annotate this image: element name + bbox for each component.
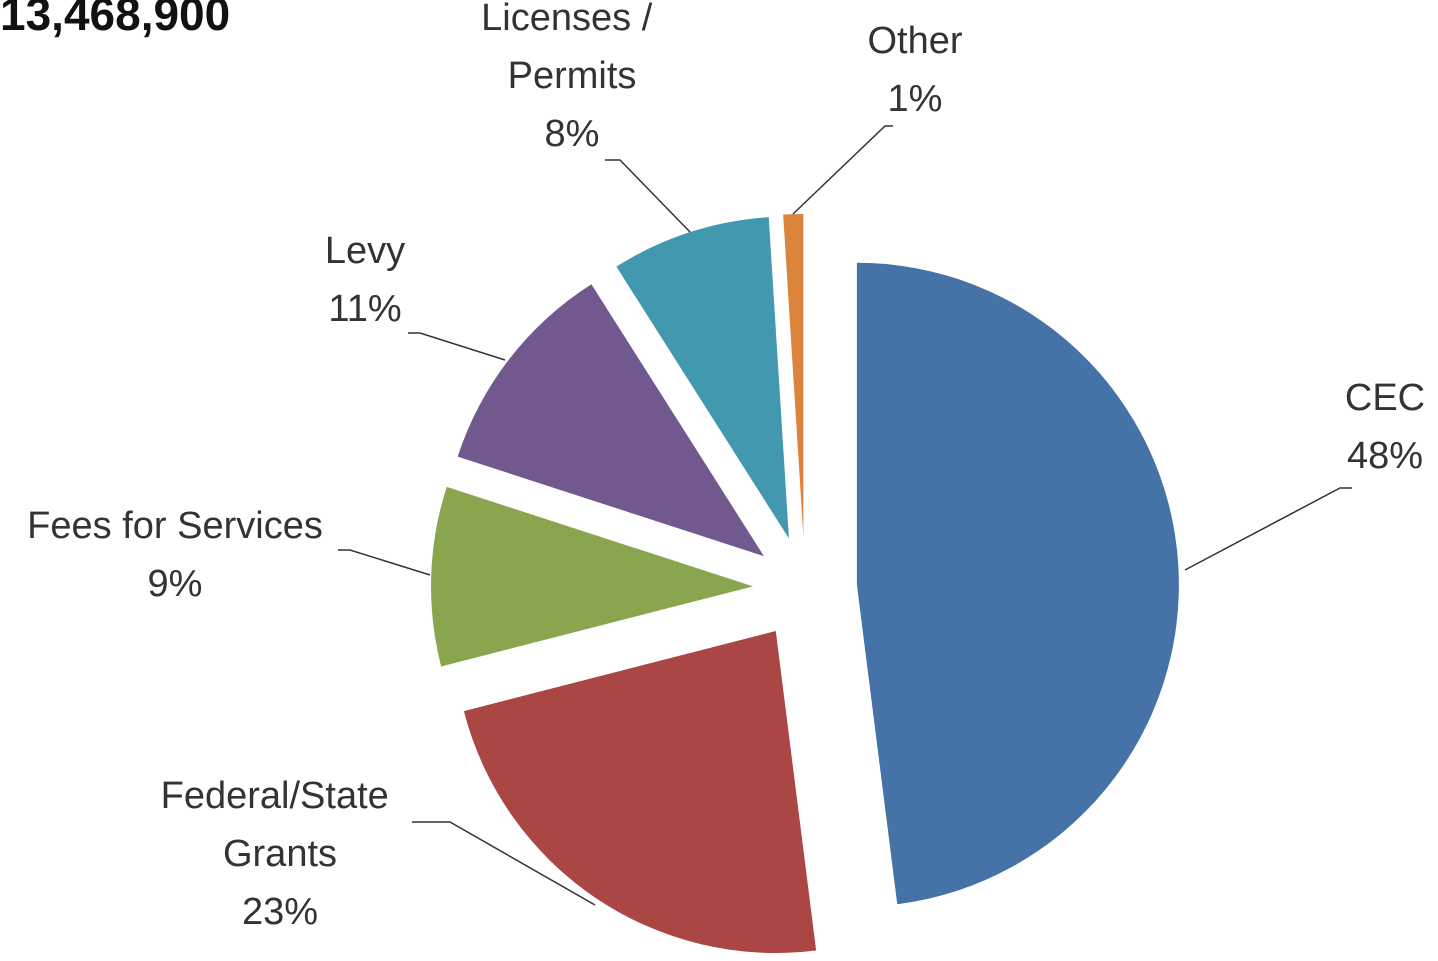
pie-slice xyxy=(783,214,804,537)
value-label: 9% xyxy=(148,563,203,605)
leader-line xyxy=(338,549,431,576)
chart-title: 13,468,900 xyxy=(0,0,230,40)
leader-line xyxy=(605,159,691,233)
leader-line xyxy=(792,125,893,215)
pie-slice xyxy=(616,217,789,539)
leader-line xyxy=(1184,487,1352,571)
leader-line xyxy=(412,821,596,906)
leader-line xyxy=(408,332,506,361)
pie-slice xyxy=(457,284,764,557)
slice-label: Fees for Services xyxy=(27,505,323,547)
value-label: 23% xyxy=(242,891,318,933)
pie-slice xyxy=(856,262,1179,905)
slice-label: CEC xyxy=(1345,377,1425,419)
pie-slice xyxy=(463,631,817,954)
value-label: 48% xyxy=(1347,435,1423,477)
value-label: 8% xyxy=(545,113,600,155)
slice-label: Levy xyxy=(325,230,405,272)
value-label: 1% xyxy=(888,78,943,120)
slice-label: Other xyxy=(867,20,962,62)
slice-label: Federal/State Grants xyxy=(161,775,400,875)
value-label: 11% xyxy=(328,288,401,330)
slice-label: Licenses / Permits xyxy=(481,0,663,97)
pie-slice xyxy=(431,486,754,667)
